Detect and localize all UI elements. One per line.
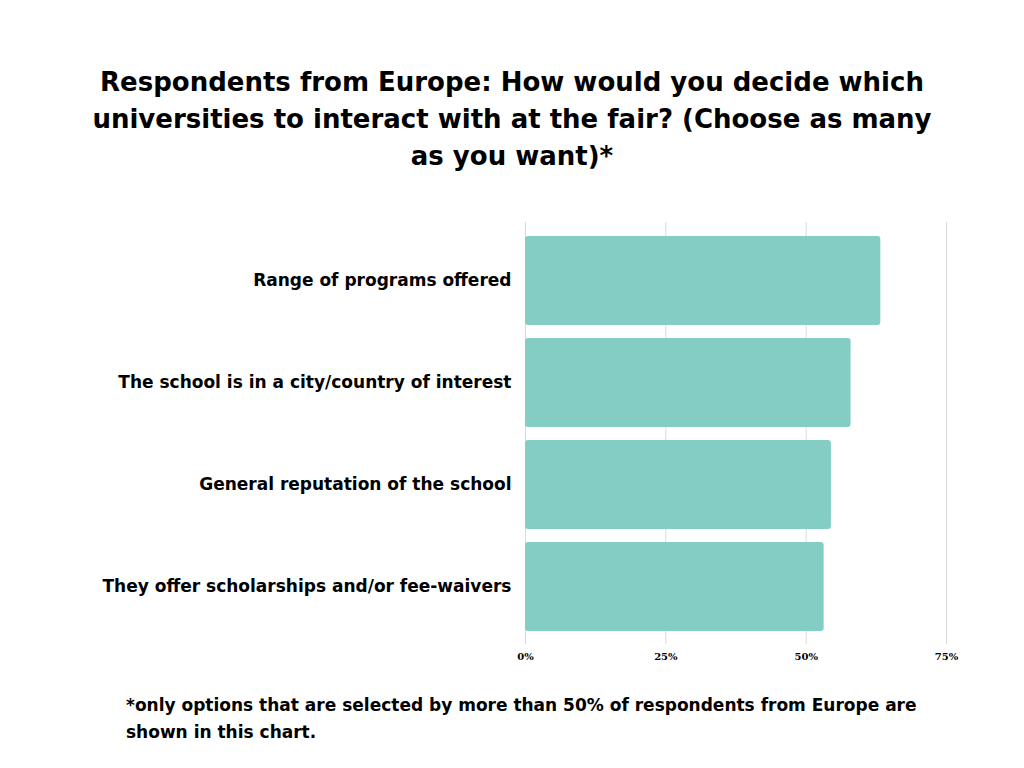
html-text:*only options that are selecte: *only options that are selected by more … <box>126 695 917 742</box>
svg-text:They offer scholarships and/or: They offer scholarships and/or fee-waive… <box>103 576 512 596</box>
svg-text:25%: 25% <box>654 651 678 662</box>
svg-text:General reputation of the scho: General reputation of the school <box>199 474 511 494</box>
svg-text:Range of programs offered: Range of programs offered <box>253 270 511 290</box>
svg-text:The school is in a city/countr: The school is in a city/country of inter… <box>118 372 511 392</box>
svg-text:50%: 50% <box>794 651 818 662</box>
svg-text:75%: 75% <box>935 651 959 662</box>
html-text:Respondents from Europe: How w: Respondents from Europe: How would you d… <box>92 67 932 171</box>
svg-text:0%: 0% <box>517 651 534 662</box>
